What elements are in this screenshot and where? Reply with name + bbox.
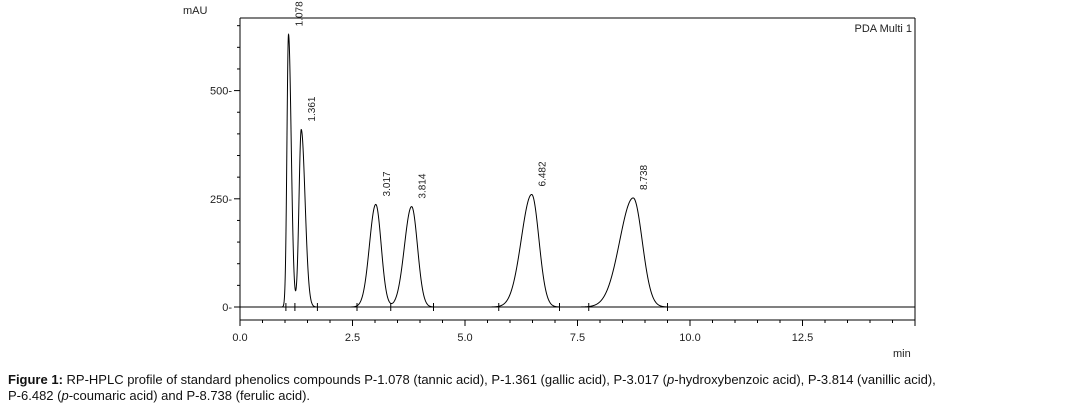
caption-text-1b: -hydroxybenzoic acid), P-3.814 (vanillic… bbox=[674, 372, 936, 387]
peak-label: 1.078 bbox=[295, 1, 306, 26]
figure-caption: Figure 1: RP-HPLC profile of standard ph… bbox=[8, 372, 1086, 404]
y-tick-label: 0- bbox=[222, 302, 232, 314]
chromatogram-chart: 0.0 2.5 5.0 7.5 10.0 12.5 0- 250- 500- 1.078 1.36… bbox=[183, 1, 916, 360]
x-tick-label: 5.0 bbox=[457, 332, 472, 344]
caption-prefix: Figure 1: bbox=[8, 372, 63, 387]
x-tick-label: 10.0 bbox=[679, 332, 700, 344]
legend-label: PDA Multi 1 bbox=[855, 23, 912, 35]
x-tick-label: 0.0 bbox=[232, 332, 247, 344]
x-tick-label: 12.5 bbox=[792, 332, 813, 344]
y-tick-label: 250- bbox=[210, 194, 232, 206]
chromatogram-trace bbox=[280, 33, 915, 308]
caption-text-2a: P-6.482 ( bbox=[8, 388, 62, 403]
caption-italic-2: p bbox=[61, 388, 69, 403]
x-axis-unit: min bbox=[893, 348, 911, 360]
caption-italic-1: p bbox=[667, 372, 675, 387]
peak-label: 3.017 bbox=[382, 171, 393, 196]
peak-labels: 1.078 1.361 3.017 3.814 6.482 8.738 bbox=[295, 1, 651, 199]
peak-label: 6.482 bbox=[538, 161, 549, 186]
y-axis-unit: mAU bbox=[183, 5, 208, 17]
y-tick-label: 500- bbox=[210, 86, 232, 98]
caption-text-2b: -coumaric acid) and P-8.738 (ferulic aci… bbox=[68, 388, 311, 403]
plot-frame bbox=[239, 17, 916, 321]
x-tick-label: 2.5 bbox=[345, 332, 360, 344]
x-tick-label: 7.5 bbox=[570, 332, 585, 344]
peak-label: 3.814 bbox=[418, 173, 429, 198]
peak-label: 8.738 bbox=[639, 164, 650, 189]
peak-label: 1.361 bbox=[307, 96, 318, 121]
caption-text-1: RP-HPLC profile of standard phenolics co… bbox=[62, 372, 667, 387]
axes: 0.0 2.5 5.0 7.5 10.0 12.5 0- 250- 500- bbox=[210, 25, 916, 344]
